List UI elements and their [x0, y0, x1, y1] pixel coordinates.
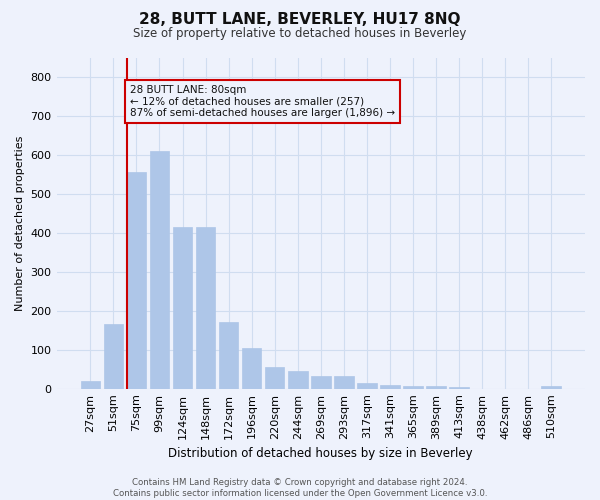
Bar [311, 376, 331, 388]
Bar [426, 386, 446, 388]
Bar [149, 151, 169, 388]
Bar [449, 386, 469, 388]
Bar [80, 381, 100, 388]
Text: Contains HM Land Registry data © Crown copyright and database right 2024.
Contai: Contains HM Land Registry data © Crown c… [113, 478, 487, 498]
Text: 28 BUTT LANE: 80sqm
← 12% of detached houses are smaller (257)
87% of semi-detac: 28 BUTT LANE: 80sqm ← 12% of detached ho… [130, 85, 395, 118]
Bar [127, 172, 146, 388]
Bar [380, 385, 400, 388]
Text: Size of property relative to detached houses in Beverley: Size of property relative to detached ho… [133, 28, 467, 40]
Bar [334, 376, 353, 388]
Bar [288, 371, 308, 388]
Bar [196, 227, 215, 388]
Bar [541, 386, 561, 388]
Bar [219, 322, 238, 388]
Text: 28, BUTT LANE, BEVERLEY, HU17 8NQ: 28, BUTT LANE, BEVERLEY, HU17 8NQ [139, 12, 461, 28]
Bar [104, 324, 123, 388]
Bar [357, 383, 377, 388]
Bar [173, 227, 193, 388]
Bar [265, 368, 284, 388]
Bar [403, 386, 423, 388]
X-axis label: Distribution of detached houses by size in Beverley: Distribution of detached houses by size … [169, 447, 473, 460]
Bar [242, 348, 262, 389]
Y-axis label: Number of detached properties: Number of detached properties [15, 136, 25, 311]
